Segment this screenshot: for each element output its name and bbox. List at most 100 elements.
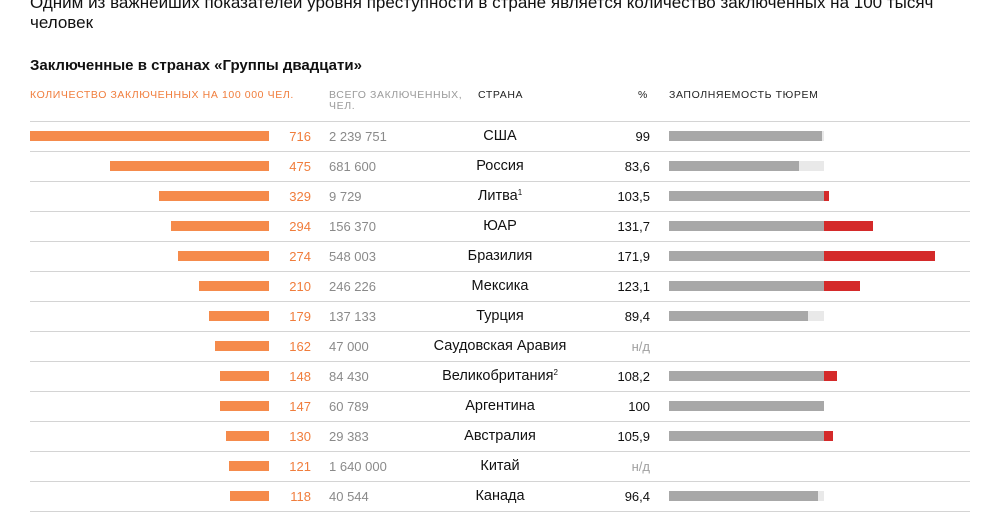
- occupancy-filled-bar: [669, 221, 824, 231]
- total-prisoners: 681 600: [329, 159, 376, 174]
- row-divider: [30, 211, 970, 212]
- rate-bar: [209, 311, 269, 321]
- total-prisoners: 246 226: [329, 279, 376, 294]
- country-label: Китай: [480, 458, 520, 474]
- table-row: 274 548 003 Бразилия 171,9: [0, 242, 998, 272]
- rate-bar: [214, 341, 269, 351]
- table-top-rule: [30, 121, 970, 122]
- occupancy-overflow-bar: [824, 431, 834, 441]
- table-row: 210 246 226 Мексика 123,1: [0, 272, 998, 302]
- country-label: Турция: [476, 308, 524, 324]
- occupancy-percent: 100: [628, 399, 650, 414]
- country-label: Австралия: [464, 428, 536, 444]
- country-label: Мексика: [471, 278, 529, 294]
- occupancy-percent: н/д: [631, 339, 650, 354]
- intro-text: Одним из важнейших показателей уровня пр…: [30, 0, 934, 32]
- country-name: США: [400, 128, 600, 144]
- country-name: Австралия: [400, 428, 600, 444]
- occupancy-percent: 103,5: [617, 189, 650, 204]
- occupancy-percent: 123,1: [617, 279, 650, 294]
- occupancy-percent: 171,9: [617, 249, 650, 264]
- rate-value: 147: [289, 399, 311, 414]
- table-row: 162 47 000 Саудовская Аравия н/д: [0, 332, 998, 362]
- rate-value: 475: [289, 159, 311, 174]
- occupancy-overflow-bar: [824, 221, 874, 231]
- header-percent: %: [638, 89, 648, 101]
- table-row: 148 84 430 Великобритания2 108,2: [0, 362, 998, 392]
- occupancy-filled-bar: [669, 401, 824, 411]
- total-prisoners: 548 003: [329, 249, 376, 264]
- country-name: Китай: [400, 458, 600, 474]
- rate-value: 716: [289, 129, 311, 144]
- row-divider: [30, 151, 970, 152]
- occupancy-percent: 83,6: [624, 159, 650, 174]
- row-divider: [30, 271, 970, 272]
- table-row: 294 156 370 ЮАР 131,7: [0, 212, 998, 242]
- rate-bar: [219, 401, 269, 411]
- total-prisoners: 29 383: [329, 429, 369, 444]
- country-name: ЮАР: [400, 218, 600, 234]
- country-label: США: [483, 128, 517, 144]
- country-label: Россия: [476, 158, 524, 174]
- occupancy-filled-bar: [669, 281, 824, 291]
- table-row: 118 40 544 Канада 96,4: [0, 482, 998, 512]
- occupancy-overflow-bar: [824, 371, 837, 381]
- country-label: Бразилия: [467, 248, 533, 264]
- country-label: ЮАР: [483, 218, 517, 234]
- occupancy-filled-bar: [669, 371, 824, 381]
- rate-value: 329: [289, 189, 311, 204]
- occupancy-overflow-bar: [824, 251, 936, 261]
- occupancy-filled-bar: [669, 161, 799, 171]
- occupancy-percent: 108,2: [617, 369, 650, 384]
- rate-value: 294: [289, 219, 311, 234]
- country-name: Аргентина: [400, 398, 600, 414]
- total-prisoners: 60 789: [329, 399, 369, 414]
- table-row: 716 2 239 751 США 99: [0, 122, 998, 152]
- total-prisoners: 137 133: [329, 309, 376, 324]
- table-row: 147 60 789 Аргентина 100: [0, 392, 998, 422]
- country-name: Саудовская Аравия: [400, 338, 600, 354]
- footnote-marker: 1: [517, 188, 523, 197]
- country-name: Россия: [400, 158, 600, 174]
- rate-bar: [159, 191, 269, 201]
- occupancy-overflow-bar: [824, 281, 860, 291]
- table-title: Заключенные в странах «Группы двадцати»: [30, 57, 362, 74]
- occupancy-filled-bar: [669, 131, 823, 141]
- total-prisoners: 1 640 000: [329, 459, 387, 474]
- country-label: Аргентина: [465, 398, 535, 414]
- header-total: ВСЕГО ЗАКЛЮЧЕННЫХ, ЧЕЛ.: [329, 89, 463, 112]
- row-divider: [30, 511, 970, 512]
- rate-bar: [198, 281, 269, 291]
- country-label: Литва: [477, 188, 518, 204]
- row-divider: [30, 361, 970, 362]
- country-name: Мексика: [400, 278, 600, 294]
- total-prisoners: 156 370: [329, 219, 376, 234]
- table-row: 121 1 640 000 Китай н/д: [0, 452, 998, 482]
- rate-bar: [177, 251, 269, 261]
- occupancy-filled-bar: [669, 491, 819, 501]
- country-label: Саудовская Аравия: [433, 338, 567, 354]
- table-row: 475 681 600 Россия 83,6: [0, 152, 998, 182]
- footnote-marker: 2: [553, 368, 558, 377]
- country-name: Бразилия: [400, 248, 600, 264]
- rate-value: 148: [289, 369, 311, 384]
- header-country: СТРАНА: [478, 89, 524, 101]
- rate-value: 118: [290, 489, 311, 504]
- occupancy-percent: 99: [635, 129, 650, 144]
- table-row: 179 137 133 Турция 89,4: [0, 302, 998, 332]
- total-prisoners: 84 430: [329, 369, 369, 384]
- occupancy-percent: н/д: [631, 459, 650, 474]
- occupancy-percent: 105,9: [617, 429, 650, 444]
- country-label: Великобритания: [442, 368, 554, 384]
- rate-bar: [110, 161, 269, 171]
- row-divider: [30, 391, 970, 392]
- country-name: Турция: [400, 308, 600, 324]
- rate-value: 130: [289, 429, 311, 444]
- header-rate: КОЛИЧЕСТВО ЗАКЛЮЧЕННЫХ НА 100 000 ЧЕЛ.: [30, 89, 294, 101]
- occupancy-filled-bar: [669, 431, 824, 441]
- rate-bar: [30, 131, 269, 141]
- total-prisoners: 2 239 751: [329, 129, 387, 144]
- country-label: Канада: [475, 488, 525, 504]
- rate-bar: [170, 221, 269, 231]
- table-row: 329 9 729 Литва1 103,5: [0, 182, 998, 212]
